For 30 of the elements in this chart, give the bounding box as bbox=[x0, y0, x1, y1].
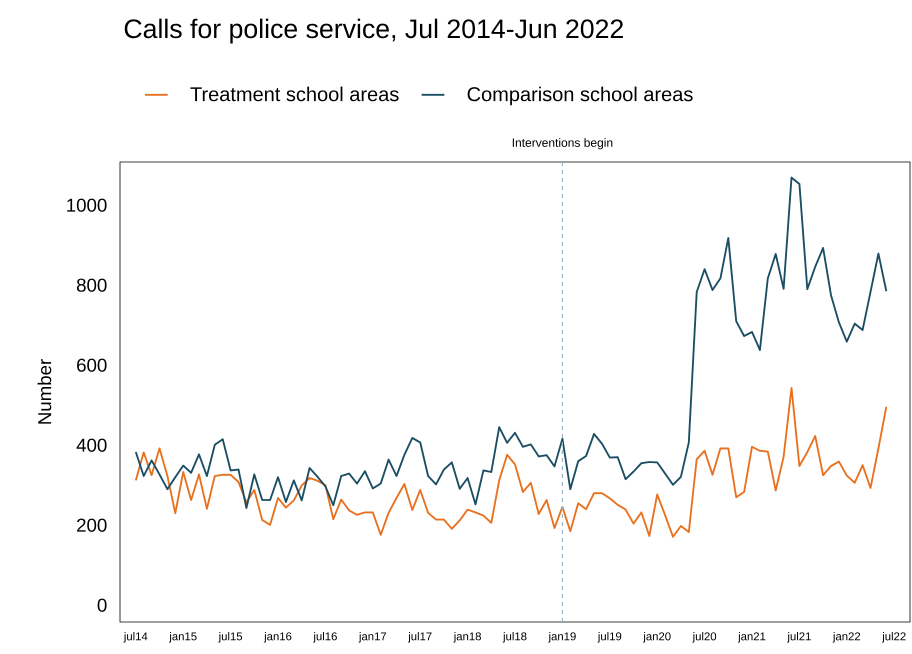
y-axis-title: Number bbox=[38, 359, 52, 424]
ref-line-label: Interventions begin bbox=[512, 138, 612, 150]
x-tick-label: jul14 bbox=[124, 632, 148, 643]
x-tick-label: jul21 bbox=[787, 632, 811, 643]
x-tick-label: jul15 bbox=[218, 632, 242, 643]
x-tick-label: jan16 bbox=[264, 632, 292, 643]
line-series bbox=[134, 387, 888, 538]
chart-title: Calls for police service, Jul 2014-Jun 2022 bbox=[124, 18, 623, 44]
x-tick-label: jan19 bbox=[548, 632, 576, 643]
x-tick-label: jul18 bbox=[502, 632, 526, 643]
y-tick-label: 800 bbox=[76, 278, 107, 292]
legend-label: Comparison school areas bbox=[468, 86, 693, 106]
x-tick-label: jul17 bbox=[408, 632, 432, 643]
legend-label: Treatment school areas bbox=[190, 86, 399, 102]
y-tick-label: 200 bbox=[77, 518, 107, 532]
x-tick-label: jan21 bbox=[738, 632, 766, 643]
x-tick-label: jul22 bbox=[882, 632, 906, 643]
y-tick-label: 1000 bbox=[67, 198, 107, 212]
line-series bbox=[134, 176, 888, 509]
x-tick-label: jan20 bbox=[643, 632, 671, 643]
x-tick-label: jan17 bbox=[358, 632, 386, 643]
y-tick-label: 600 bbox=[77, 358, 107, 372]
x-tick-label: jul16 bbox=[313, 632, 337, 643]
x-tick-label: jan15 bbox=[169, 632, 197, 643]
x-tick-label: jan18 bbox=[453, 632, 481, 643]
x-tick-label: jul20 bbox=[692, 632, 716, 643]
y-tick-label: 0 bbox=[98, 598, 107, 612]
x-tick-label: jul19 bbox=[598, 632, 622, 643]
y-tick-label: 400 bbox=[76, 438, 107, 452]
x-tick-label: jan22 bbox=[832, 632, 860, 643]
